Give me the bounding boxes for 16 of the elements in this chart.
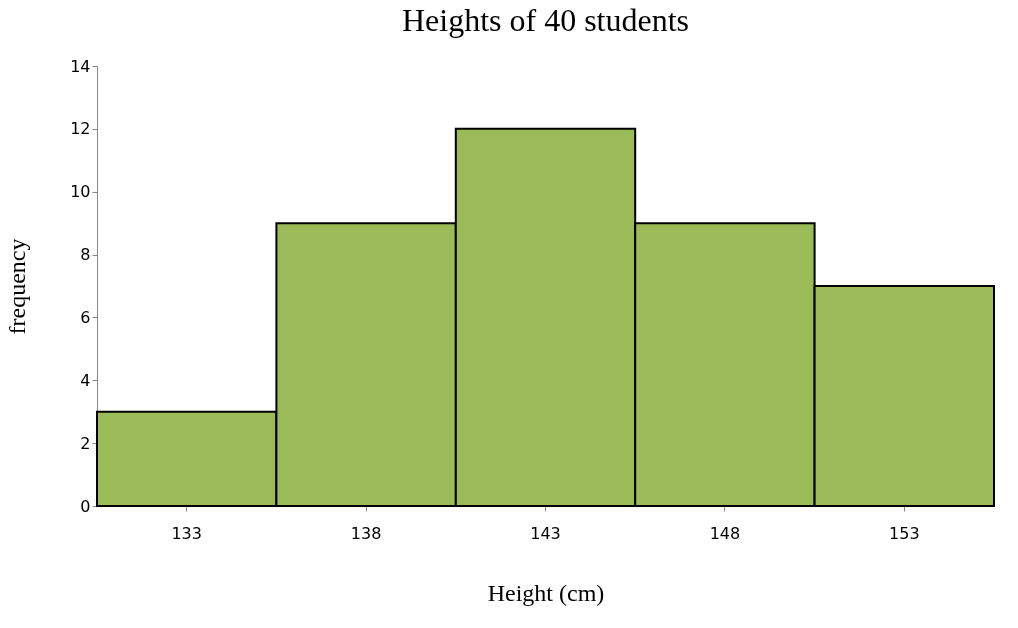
y-tick-label: 4	[80, 370, 91, 390]
y-tick-label: 14	[70, 56, 91, 76]
y-axis-title: frequency	[4, 238, 31, 335]
x-tick-label: 148	[709, 523, 741, 543]
y-tick-label: 12	[70, 119, 91, 139]
y-tick-label: 2	[80, 433, 91, 453]
y-tick-label: 10	[70, 182, 91, 202]
x-tick-label: 133	[171, 523, 202, 543]
x-tick-label: 143	[530, 523, 561, 543]
chart-title: Heights of 40 students	[401, 2, 690, 38]
y-tick-label: 0	[80, 496, 91, 516]
x-axis-title: Height (cm)	[487, 579, 605, 606]
y-tick-label: 8	[80, 245, 91, 265]
y-tick-label: 6	[80, 307, 91, 327]
x-tick-label: 153	[889, 523, 920, 543]
x-tick-label: 138	[350, 523, 382, 543]
